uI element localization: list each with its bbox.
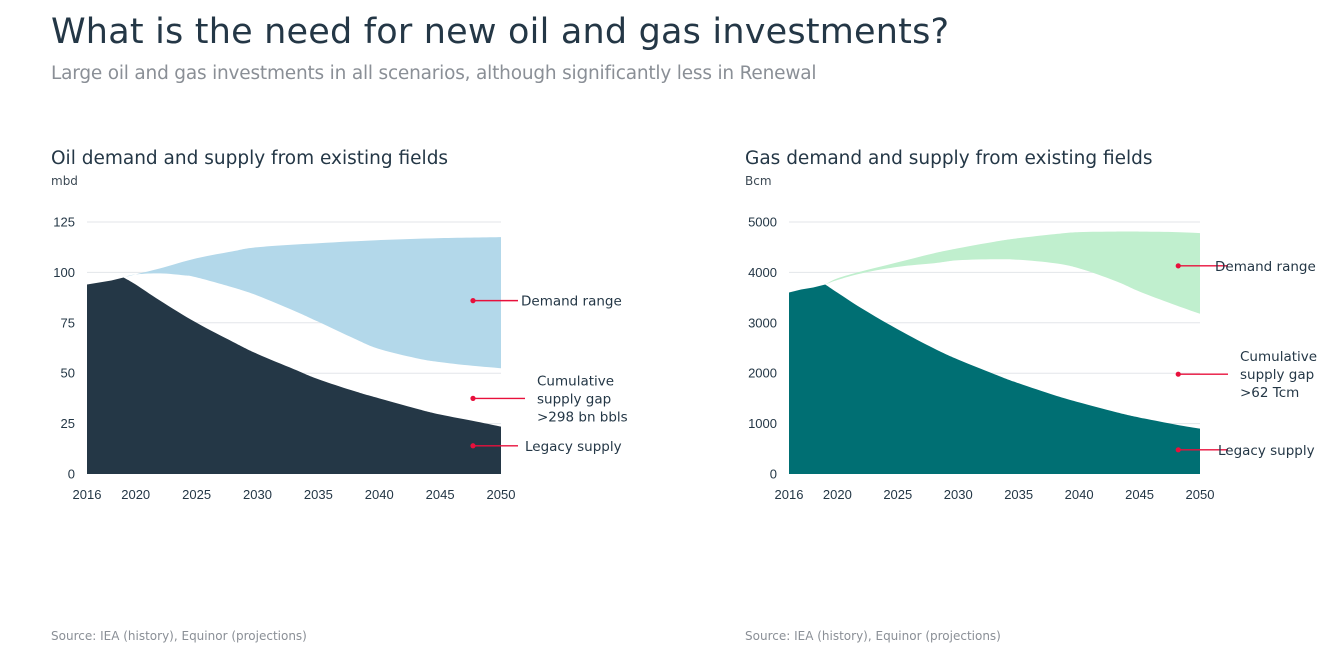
x-tick-label: 2045 xyxy=(426,487,455,502)
oil-chart: 0 25 50 75 100 125 2016 2020 2025 2030 2035 2040 204… xyxy=(53,215,627,503)
annotation-label-line: Legacy supply xyxy=(1218,443,1315,459)
gas-chart-title: Gas demand and supply from existing fiel… xyxy=(745,148,1153,169)
demand-range-area xyxy=(123,237,501,369)
y-tick-label: 0 xyxy=(68,467,75,482)
annotation-dot xyxy=(470,443,476,449)
x-tick-label: 2035 xyxy=(1004,487,1033,502)
x-tick-label: 2035 xyxy=(304,487,333,502)
x-tick-label: 2050 xyxy=(1186,487,1215,502)
y-tick-label: 125 xyxy=(53,215,75,230)
legacy-supply-area xyxy=(789,284,1200,474)
annotation-label: Demand range xyxy=(521,294,622,310)
x-tick-label: 2025 xyxy=(883,487,912,502)
x-tick-label: 2040 xyxy=(1065,487,1094,502)
gas-chart: 0 1000 2000 3000 4000 5000 2016 2020 2025 2030 203… xyxy=(748,215,1317,503)
y-tick-label: 0 xyxy=(770,467,777,482)
y-tick-label: 50 xyxy=(61,366,75,381)
annotation-label: Legacy supply xyxy=(525,439,622,455)
annotation-label-line: Cumulative xyxy=(537,373,614,389)
x-tick-label: 2025 xyxy=(182,487,211,502)
page-title: What is the need for new oil and gas inv… xyxy=(51,12,950,52)
y-tick-label: 25 xyxy=(61,416,75,431)
annotation-label-line: >298 bn bbls xyxy=(537,409,628,425)
y-tick-label: 3000 xyxy=(748,315,777,330)
x-tick-label: 2020 xyxy=(823,487,852,502)
x-tick-label: 2030 xyxy=(243,487,272,502)
x-tick-label: 2016 xyxy=(775,487,804,502)
x-tick-label: 2050 xyxy=(487,487,516,502)
y-tick-label: 1000 xyxy=(748,416,777,431)
y-tick-label: 100 xyxy=(53,265,75,280)
oil-chart-title: Oil demand and supply from existing fiel… xyxy=(51,148,449,169)
annotation-dot xyxy=(470,298,476,304)
annotation-label-line: Demand range xyxy=(1215,259,1316,275)
demand-range-area xyxy=(825,231,1200,314)
annotation-label-line: supply gap xyxy=(537,391,611,407)
gas-chart-unit: Bcm xyxy=(745,174,772,188)
y-tick-label: 4000 xyxy=(748,265,777,280)
annotation-dot xyxy=(1175,263,1181,269)
annotation-label-line: supply gap xyxy=(1240,367,1314,383)
annotation-label: Cumulative supply gap >62 Tcm xyxy=(1240,349,1317,401)
annotation-label: Cumulative supply gap >298 bn bbls xyxy=(537,373,628,425)
annotation-label-line: >62 Tcm xyxy=(1240,385,1299,401)
y-tick-label: 5000 xyxy=(748,215,777,230)
x-tick-label: 2030 xyxy=(944,487,973,502)
annotation-dot xyxy=(470,395,476,401)
x-tick-label: 2016 xyxy=(73,487,102,502)
y-tick-label: 2000 xyxy=(748,366,777,381)
x-tick-label: 2040 xyxy=(365,487,394,502)
annotation-dot xyxy=(1175,371,1181,377)
oil-chart-source: Source: IEA (history), Equinor (projecti… xyxy=(51,629,307,643)
annotation-label-line: Legacy supply xyxy=(525,439,622,455)
y-tick-label: 75 xyxy=(61,315,75,330)
annotation-label-line: Cumulative xyxy=(1240,349,1317,365)
page-subtitle: Large oil and gas investments in all sce… xyxy=(51,63,817,84)
legacy-supply-area xyxy=(87,277,501,474)
annotation-label: Demand range xyxy=(1215,259,1316,275)
annotation-label-line: Demand range xyxy=(521,294,622,310)
annotation-label: Legacy supply xyxy=(1218,443,1315,459)
annotation-dot xyxy=(1175,447,1181,453)
x-tick-label: 2020 xyxy=(121,487,150,502)
x-tick-label: 2045 xyxy=(1125,487,1154,502)
gas-chart-source: Source: IEA (history), Equinor (projecti… xyxy=(745,629,1001,643)
oil-chart-unit: mbd xyxy=(51,174,78,188)
